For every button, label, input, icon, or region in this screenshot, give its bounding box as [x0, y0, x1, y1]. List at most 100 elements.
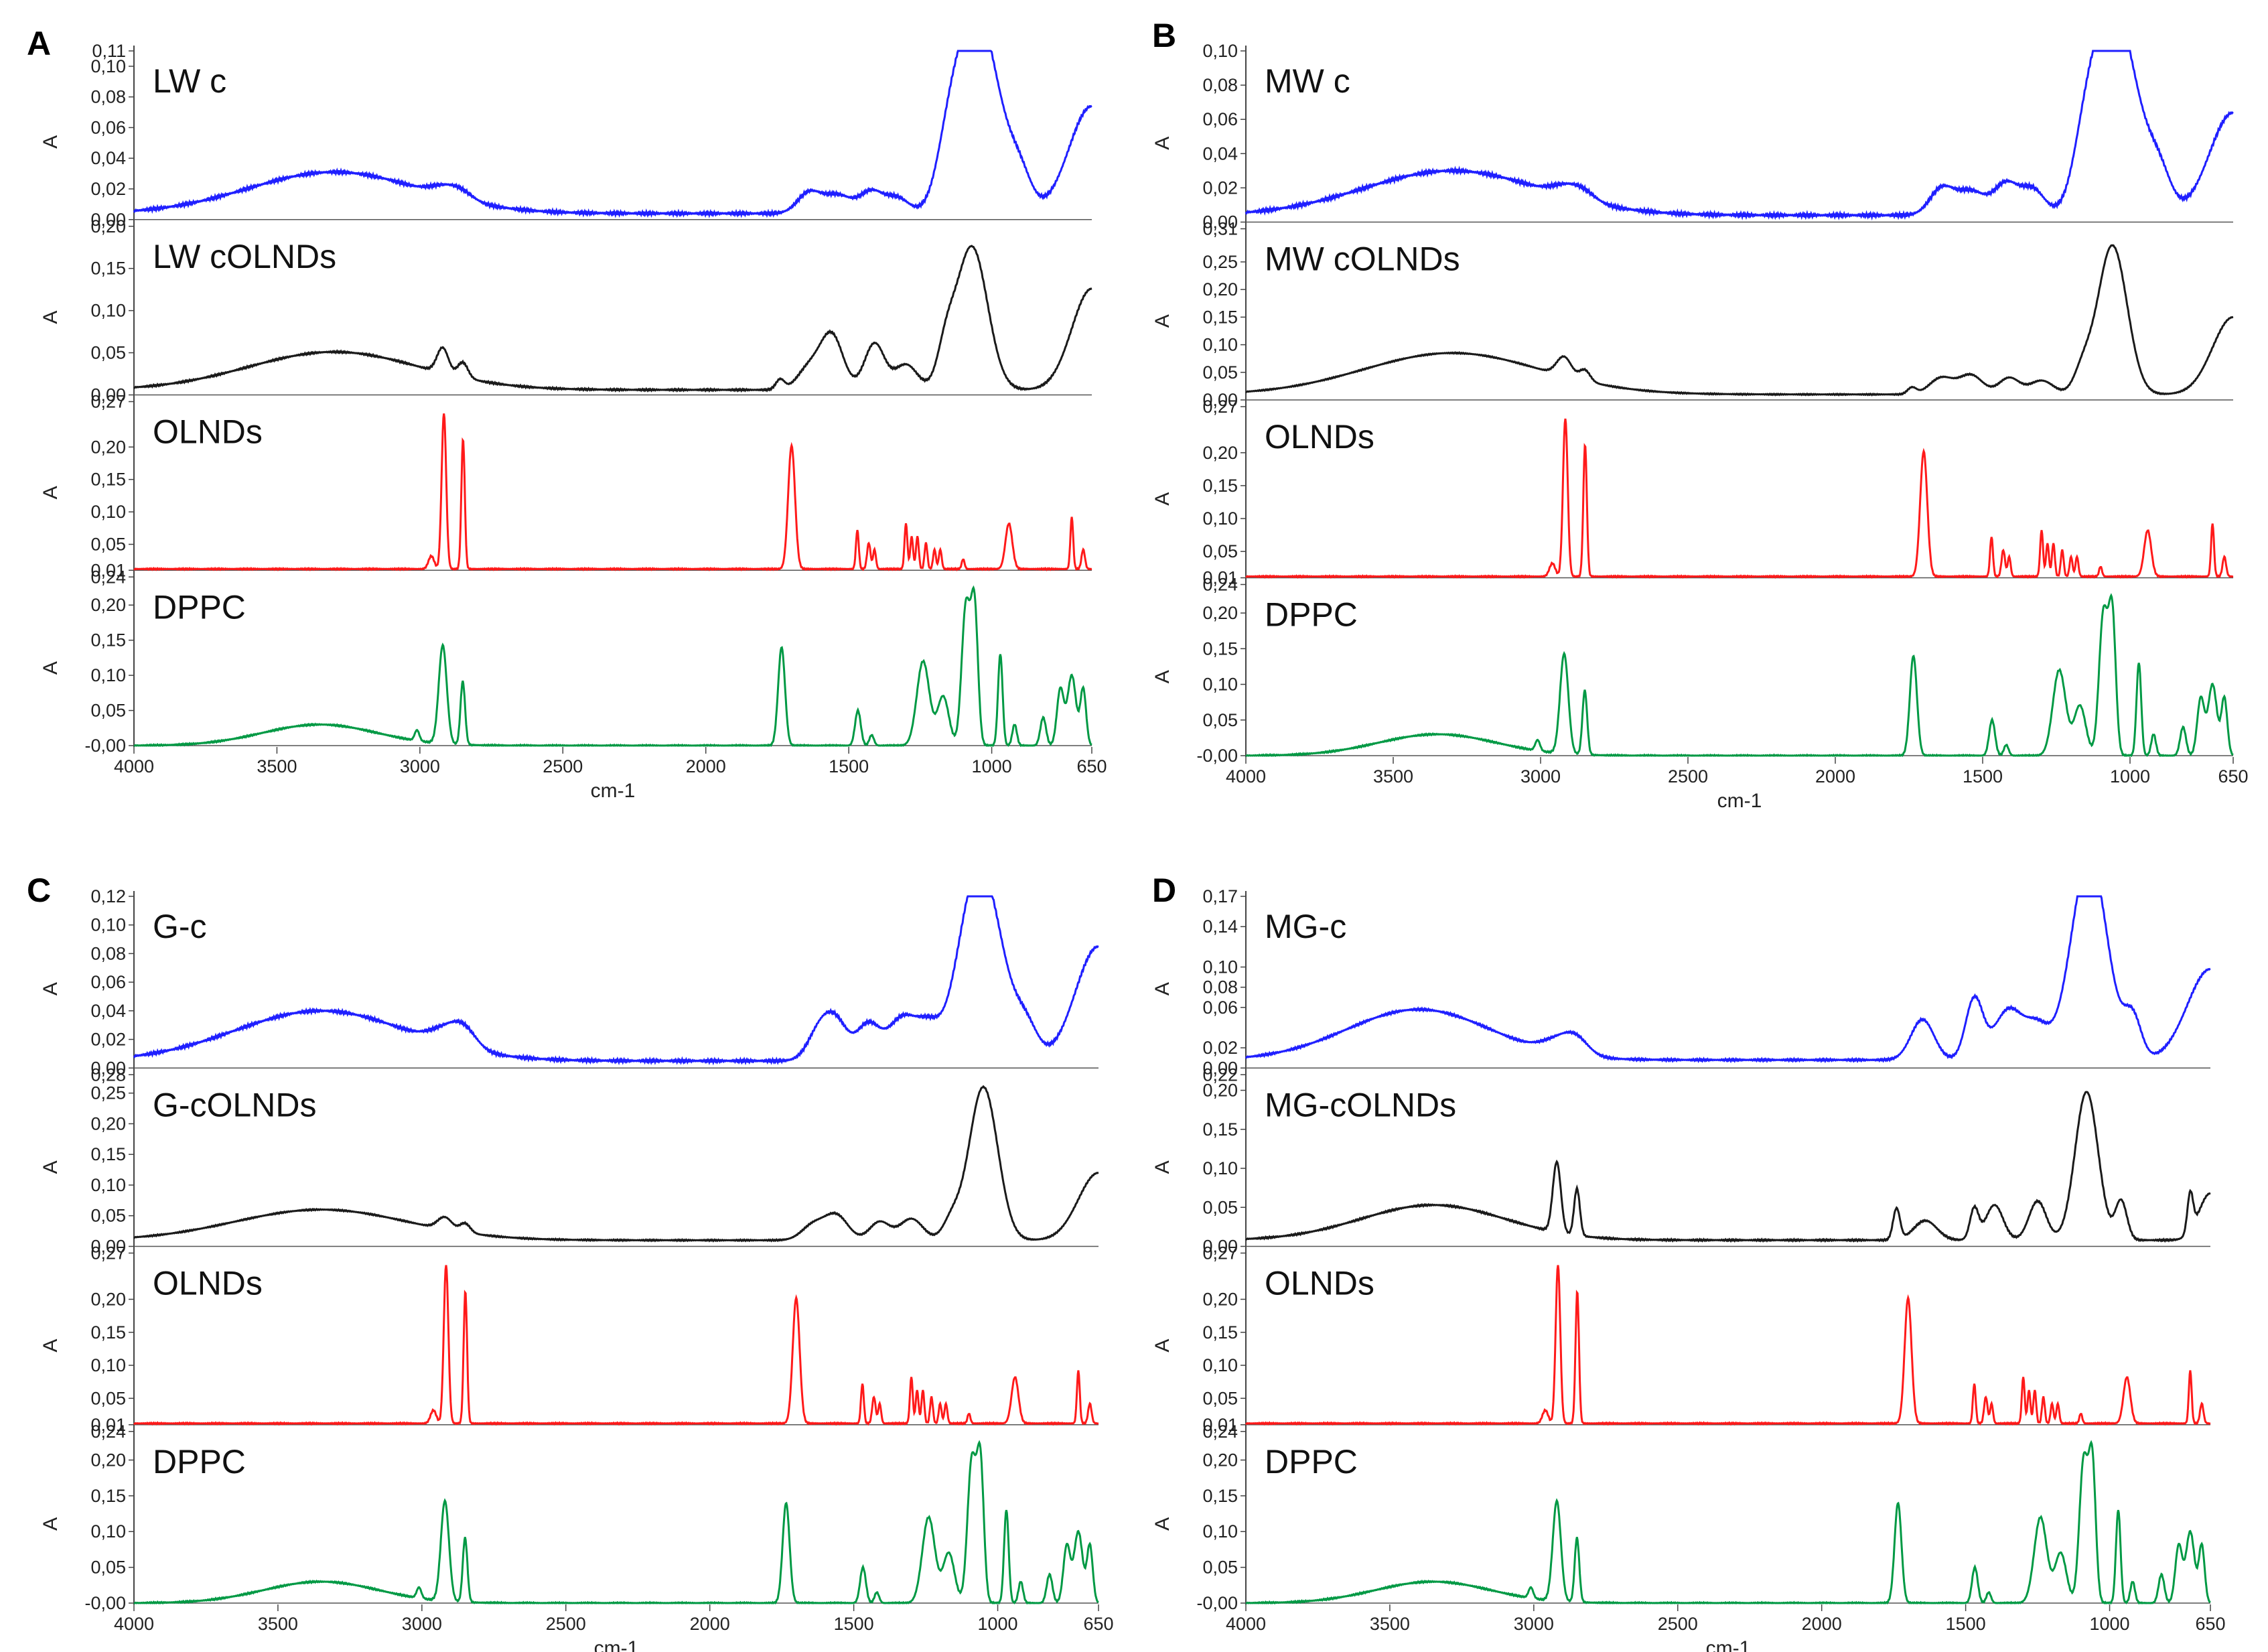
y-tick-label: 0,06	[90, 972, 126, 992]
x-tick-label: 650	[2195, 1614, 2225, 1634]
subplot-lw-c: 0,00 0,02 0,04 0,06 0,08 0,100,11 A LW c	[40, 41, 1092, 230]
subplot-olnds: 0,01 0,05 0,10 0,15 0,20 0,27 A OLNDs	[1151, 1243, 2211, 1435]
x-tick-label: 3000	[1514, 1614, 1554, 1634]
y-tick-label: 0,15	[90, 1322, 126, 1343]
series-label: OLNDs	[1265, 418, 1374, 456]
y-axis-label: A	[1151, 1517, 1174, 1531]
y-axis-label: A	[40, 661, 62, 675]
y-tick-label: 0,05	[90, 1558, 126, 1578]
y-tick-label: 0,05	[90, 1206, 126, 1226]
y-tick-label: 0,20	[90, 1289, 126, 1309]
y-tick-label: 0,05	[90, 1388, 126, 1408]
y-tick-label: 0,10	[1202, 1355, 1238, 1375]
y-tick-label: 0,05	[1202, 541, 1238, 561]
spectrum-line	[133, 50, 1092, 218]
y-tick-label: 0,10	[90, 1175, 126, 1195]
subplot-olnds: 0,01 0,05 0,10 0,15 0,20 0,27 A OLNDs	[40, 1243, 1099, 1435]
spectrum-line	[1245, 1265, 2211, 1426]
y-tick-label: 0,24	[1202, 575, 1238, 595]
y-tick-label: 0,20	[90, 1113, 126, 1133]
y-tick-label: 0,08	[90, 87, 126, 107]
y-tick-label: 0,20	[1202, 1289, 1238, 1309]
subplot-mg-colnds: 0,00 0,05 0,10 0,15 0,200,22 A MG-cOLNDs	[1151, 1064, 2211, 1257]
x-axis-label: cm-1	[1717, 790, 1762, 812]
x-tick-label: 1000	[2090, 1614, 2130, 1634]
series-label: LW c	[153, 62, 226, 100]
y-tick-label: 0,10	[90, 915, 126, 935]
x-tick-label: 1500	[1963, 766, 2003, 786]
y-tick-label: 0,24	[90, 567, 126, 587]
panel-letter: C	[27, 872, 51, 909]
y-tick-label: 0,25	[1202, 252, 1238, 272]
y-tick-label: 0,06	[1202, 109, 1238, 129]
y-tick-label: 0,15	[1202, 638, 1238, 659]
x-tick-label: 3500	[257, 756, 297, 776]
y-axis-label: A	[1151, 137, 1174, 150]
y-tick-label: 0,10	[1202, 675, 1238, 695]
y-tick-label: 0,24	[90, 1422, 126, 1442]
panel-letter: A	[27, 25, 51, 62]
subplot-g-colnds: 0,00 0,05 0,10 0,15 0,20 0,250,28 A G-cOLNDs	[40, 1064, 1099, 1257]
y-tick-label: 0,05	[90, 343, 126, 363]
y-tick-label: 0,15	[1202, 476, 1238, 496]
x-axis-label: cm-1	[591, 780, 636, 802]
y-tick-label: 0,08	[1202, 977, 1238, 997]
x-axis-label: cm-1	[1706, 1637, 1751, 1652]
series-label: MG-cOLNDs	[1265, 1086, 1456, 1123]
spectrum-line	[133, 1085, 1099, 1243]
y-tick-label: 0,10	[1202, 335, 1238, 355]
y-tick-label: 0,10	[1202, 1158, 1238, 1178]
y-tick-label: 0,20	[90, 1450, 126, 1470]
y-tick-label: 0,01	[90, 560, 126, 580]
series-label: MW cOLNDs	[1265, 240, 1460, 278]
y-tick-label: 0,15	[90, 630, 126, 650]
spectrum-line	[133, 1440, 1099, 1605]
series-label: DPPC	[153, 1443, 246, 1481]
spectrum-line	[133, 413, 1092, 571]
y-tick-label: 0,01	[1202, 1415, 1238, 1435]
y-tick-label: 0,31	[1202, 219, 1238, 239]
subplot-dppc: -0,00 0,05 0,10 0,15 0,20 0,24 A DPPC	[40, 1422, 1099, 1613]
y-tick-label: 0,00	[1202, 390, 1238, 410]
subplot-lw-colnds: 0,00 0,05 0,10 0,15 0,20 A LW cOLNDs	[40, 216, 1092, 405]
y-tick-label: 0,20	[1202, 603, 1238, 623]
y-tick-label: 0,10	[90, 1521, 126, 1541]
y-tick-label: -0,00	[1196, 1593, 1238, 1613]
y-axis-label: A	[1151, 492, 1174, 506]
panel-C: C0,000,020,040,060,080,100,12AG-c0,000,0…	[27, 872, 1114, 1652]
series-label: DPPC	[1265, 1443, 1358, 1481]
x-tick-label: 2500	[1668, 766, 1708, 786]
panel-D: D0,000,020,060,080,100,140,17AMG-c0,000,…	[1151, 872, 2226, 1652]
y-axis-label: A	[40, 311, 62, 324]
y-tick-label: 0,00	[1202, 212, 1238, 232]
subplot-olnds: 0,01 0,05 0,10 0,15 0,20 0,27 A OLNDs	[40, 392, 1092, 580]
y-axis-label: A	[40, 135, 62, 149]
x-tick-label: 650	[2218, 766, 2248, 786]
y-tick-label: 0,10	[1202, 1521, 1238, 1541]
y-axis-label: A	[1151, 982, 1174, 995]
y-tick-label: 0,02	[1202, 178, 1238, 198]
y-tick-label: 0,15	[90, 470, 126, 490]
spectrum-line	[133, 895, 1099, 1066]
series-label: DPPC	[153, 588, 246, 626]
y-tick-label: 0,15	[90, 1144, 126, 1164]
y-axis-label: A	[1151, 314, 1174, 328]
y-axis-label: A	[40, 486, 62, 499]
y-tick-label: -0,00	[1196, 746, 1238, 766]
spectrum-line	[1245, 50, 2234, 221]
y-tick-label: 0,00	[90, 1058, 126, 1078]
y-axis-label: A	[1151, 1339, 1174, 1353]
subplot-dppc: -0,00 0,05 0,10 0,15 0,20 0,24 A DPPC	[40, 567, 1092, 756]
x-tick-label: 4000	[114, 756, 154, 776]
y-tick-label: 0,00	[1202, 1237, 1238, 1257]
y-axis-label: A	[1151, 670, 1174, 683]
series-label: MG-c	[1265, 908, 1346, 945]
x-tick-label: 2000	[690, 1614, 730, 1634]
y-tick-label: 0,20	[90, 216, 126, 236]
x-tick-label: 1000	[2110, 766, 2150, 786]
y-axis-label: A	[1151, 1160, 1174, 1174]
x-tick-label: 2500	[543, 756, 583, 776]
y-tick-label: 0,12	[90, 886, 126, 906]
y-tick-label: 0,00	[90, 1237, 126, 1257]
spectrum-line	[133, 245, 1092, 393]
